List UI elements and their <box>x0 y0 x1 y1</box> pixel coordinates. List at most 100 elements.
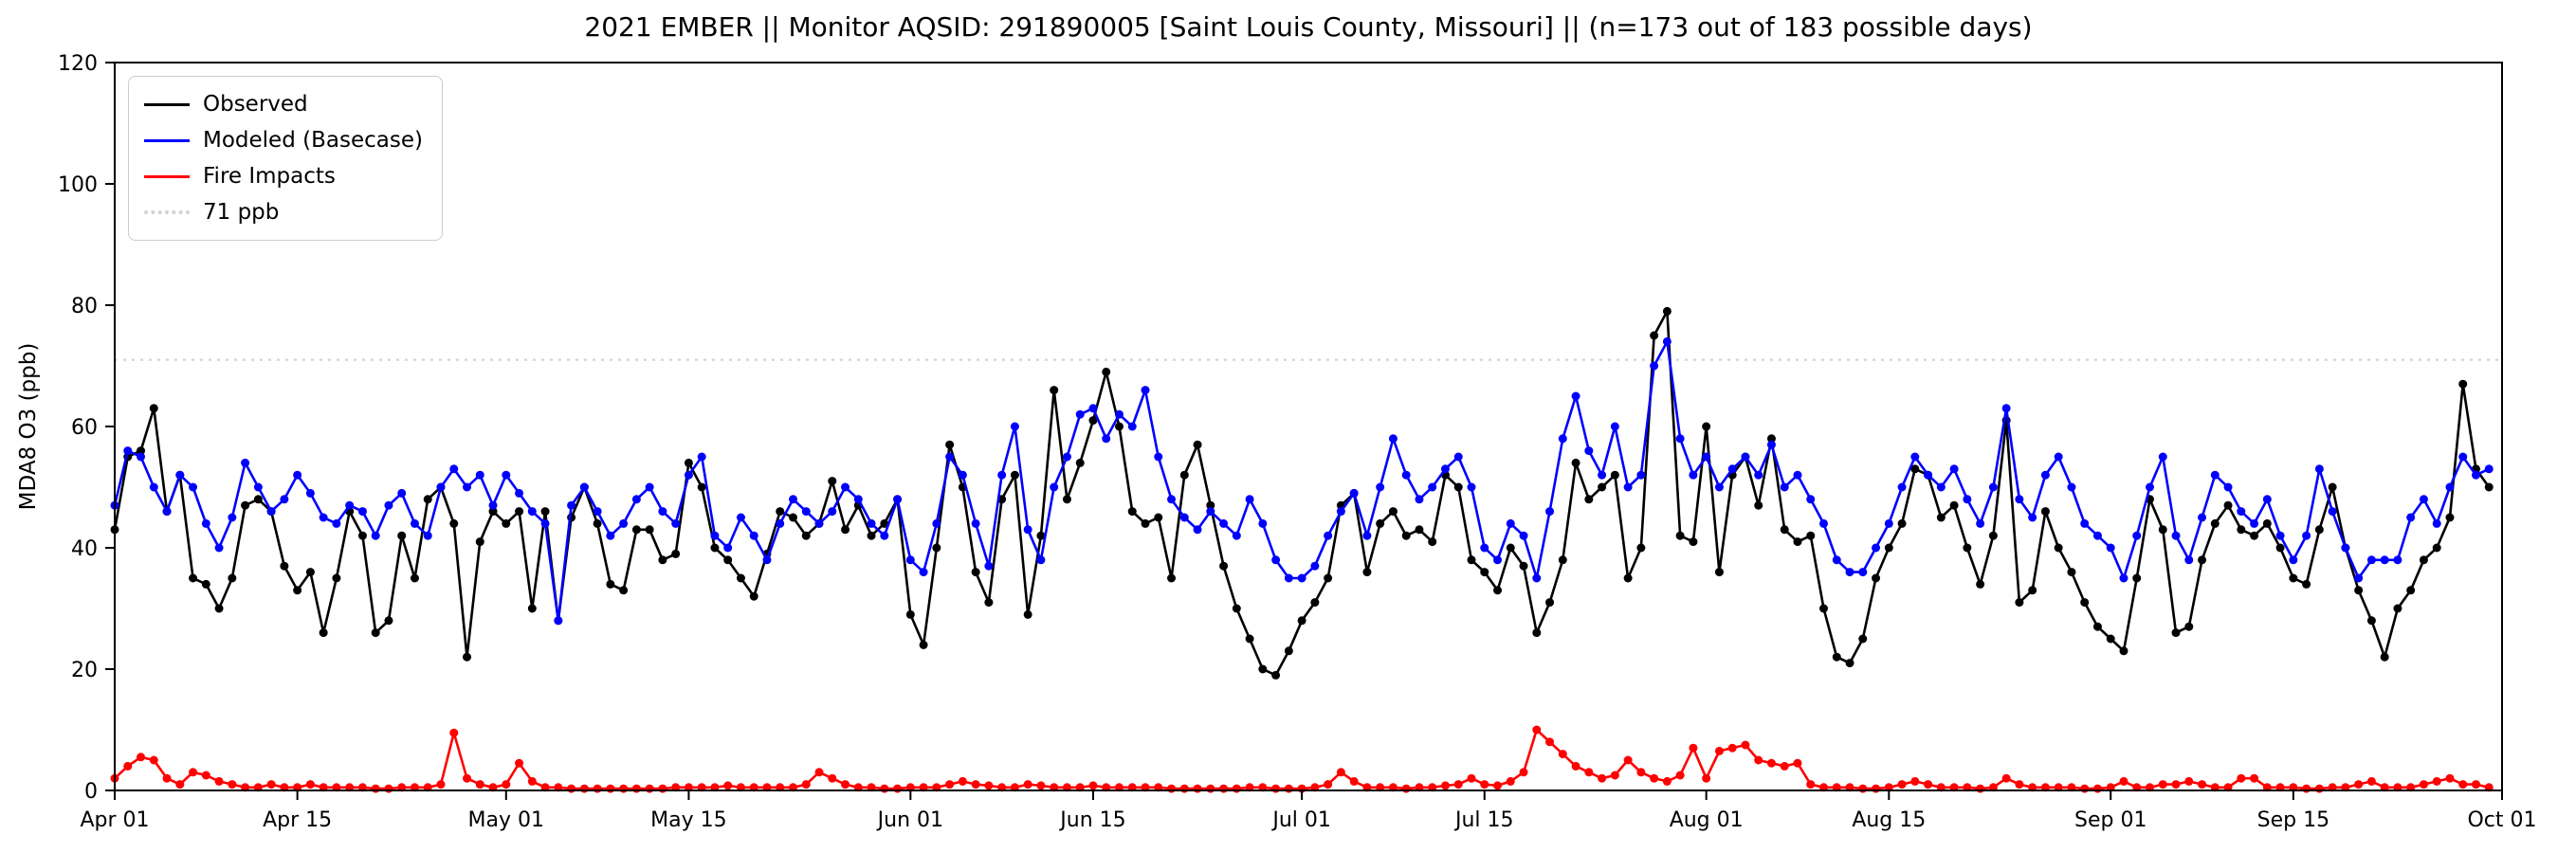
data-point <box>1506 776 1515 786</box>
data-point <box>2354 780 2364 789</box>
data-point <box>280 561 289 571</box>
data-point <box>1636 768 1646 777</box>
data-point <box>2067 482 2076 492</box>
data-point <box>423 495 432 504</box>
data-point <box>1258 518 1268 528</box>
data-point <box>2432 776 2441 786</box>
data-point <box>1884 518 1893 528</box>
data-point <box>2380 555 2389 565</box>
data-point <box>828 477 837 486</box>
data-point <box>776 507 785 517</box>
data-point <box>1088 416 1098 426</box>
data-point <box>1675 531 1685 540</box>
data-point <box>384 616 393 626</box>
data-point <box>1362 568 1372 577</box>
data-point <box>2432 543 2441 553</box>
data-point <box>984 561 994 571</box>
data-point <box>1949 500 1959 510</box>
data-point <box>397 488 407 498</box>
data-point <box>149 755 158 765</box>
data-point <box>2484 464 2494 474</box>
data-point <box>2458 452 2468 462</box>
data-point <box>841 482 850 492</box>
x-tick-label: Aug 15 <box>1852 808 1926 832</box>
data-point <box>319 513 328 522</box>
data-point <box>749 591 758 601</box>
data-point <box>1219 561 1229 571</box>
data-point <box>880 784 889 793</box>
data-point <box>502 780 511 789</box>
data-point <box>631 495 641 504</box>
data-point <box>1780 482 1789 492</box>
data-point <box>214 604 224 613</box>
data-point <box>2471 780 2480 789</box>
data-point <box>880 531 889 540</box>
data-point <box>527 776 537 786</box>
data-point <box>658 784 667 793</box>
data-point <box>2119 646 2128 656</box>
x-tick-label: May 01 <box>468 808 544 832</box>
data-point <box>293 470 302 480</box>
data-point <box>723 555 733 565</box>
data-point <box>1598 470 1607 480</box>
data-point <box>1388 434 1398 444</box>
data-point <box>1754 755 1763 765</box>
x-tick-label: Aug 01 <box>1670 808 1744 832</box>
data-point <box>2092 784 2102 793</box>
data-point <box>1010 470 1019 480</box>
data-point <box>984 598 994 608</box>
data-point <box>2015 780 2024 789</box>
data-point <box>2445 482 2455 492</box>
data-point <box>1988 482 1998 492</box>
data-point <box>1963 543 1972 553</box>
data-point <box>1154 452 1163 462</box>
data-point <box>1480 568 1489 577</box>
data-point <box>280 495 289 504</box>
data-point <box>1832 555 1841 565</box>
legend-entry-observed: Observed <box>144 86 423 122</box>
data-point <box>1127 507 1137 517</box>
data-point <box>410 573 419 583</box>
data-point <box>1415 525 1424 535</box>
data-point <box>958 776 967 786</box>
data-point <box>449 728 459 737</box>
data-point <box>932 518 941 528</box>
data-point <box>2092 531 2102 540</box>
data-point <box>515 507 524 517</box>
data-point <box>371 628 380 638</box>
data-point <box>2015 598 2024 608</box>
data-point <box>1401 531 1411 540</box>
data-point <box>1780 761 1789 771</box>
y-tick-label: 0 <box>84 780 98 804</box>
data-point <box>319 628 328 638</box>
data-point <box>1754 500 1763 510</box>
data-point <box>1141 518 1150 528</box>
data-point <box>1793 758 1802 768</box>
data-point <box>214 776 224 786</box>
x-tick-label: Sep 15 <box>2257 808 2329 832</box>
data-point <box>814 768 824 777</box>
data-point <box>671 518 681 528</box>
legend-label-fire-impacts: Fire Impacts <box>203 164 336 189</box>
data-point <box>1571 458 1580 467</box>
data-point <box>619 586 629 595</box>
data-point <box>2445 513 2455 522</box>
data-point <box>867 531 876 540</box>
legend-label-observed: Observed <box>203 92 308 117</box>
y-tick-label: 40 <box>71 537 98 561</box>
legend: Observed Modeled (Basecase) Fire Impacts 71… <box>128 76 443 241</box>
data-point <box>345 500 355 510</box>
data-point <box>1440 464 1450 474</box>
data-point <box>488 507 498 517</box>
legend-entry-modeled-basecase: Modeled (Basecase) <box>144 122 423 158</box>
legend-label-71-ppb: 71 ppb <box>203 200 280 225</box>
data-point <box>2354 573 2364 583</box>
data-point <box>2119 573 2128 583</box>
data-point <box>1610 422 1619 431</box>
data-point <box>527 604 537 613</box>
data-point <box>475 470 484 480</box>
data-point <box>567 784 576 793</box>
data-point <box>1036 555 1046 565</box>
data-point <box>1897 482 1907 492</box>
data-point <box>710 543 720 553</box>
